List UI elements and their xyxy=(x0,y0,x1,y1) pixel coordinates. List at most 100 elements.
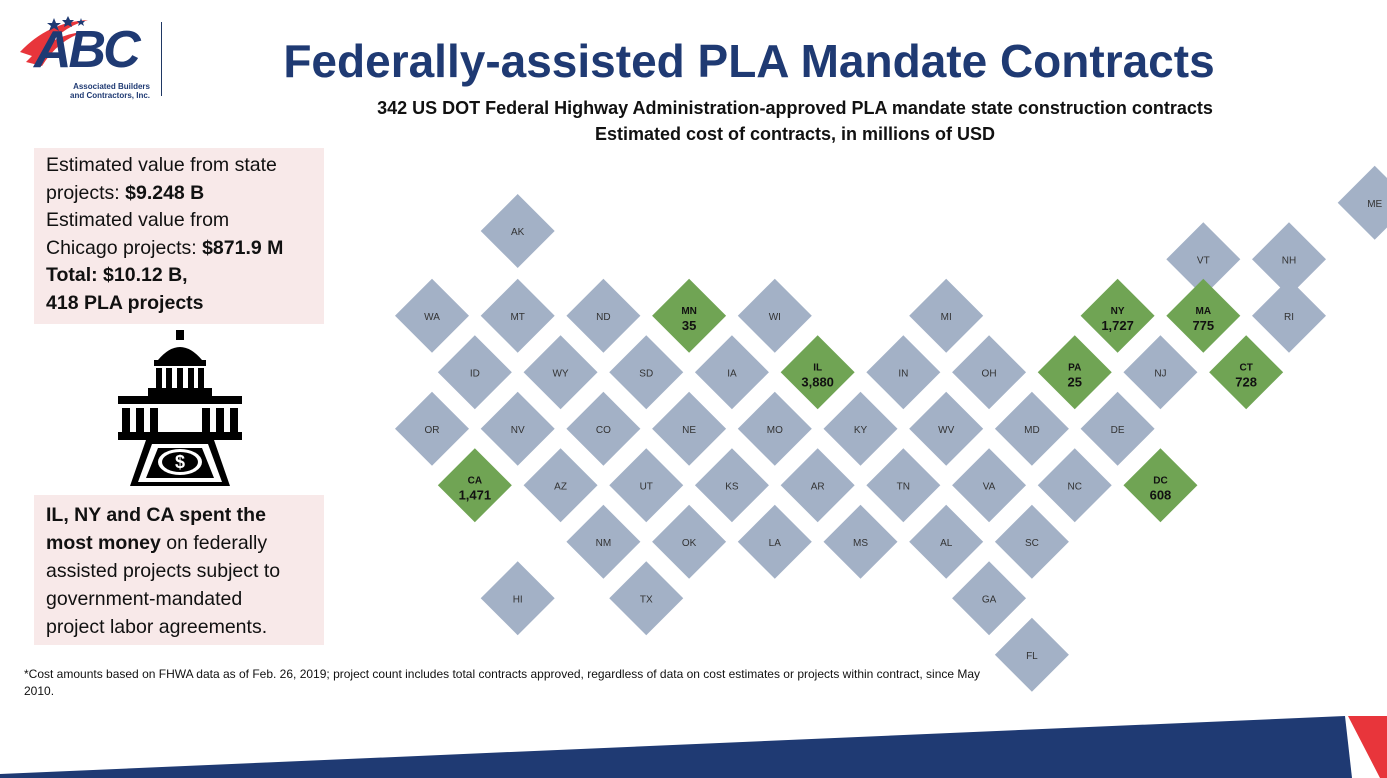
state-tile-shape xyxy=(437,335,512,410)
state-cost-value: 25 xyxy=(1068,374,1082,389)
summary-line: Estimated value from state xyxy=(46,154,277,176)
state-tile-shape xyxy=(1037,448,1112,523)
state-tile-shape xyxy=(1123,448,1198,523)
state-tile-oh: OH xyxy=(952,335,1027,410)
state-tile-ga: GA xyxy=(952,561,1027,636)
state-cost-value: 1,727 xyxy=(1101,318,1134,333)
state-tile-ne: NE xyxy=(652,391,727,466)
state-tile-shape xyxy=(395,391,469,466)
state-tile-ar: AR xyxy=(780,448,855,523)
state-tile-shape xyxy=(823,391,898,466)
state-tile-shape xyxy=(909,504,984,579)
state-tile-wi: WI xyxy=(737,278,812,353)
state-abbr-label: MS xyxy=(853,538,868,549)
state-abbr-label: MT xyxy=(510,312,524,323)
state-tile-tx: TX xyxy=(609,561,684,636)
state-tile-ky: KY xyxy=(823,391,898,466)
state-abbr-label: AK xyxy=(511,227,525,238)
state-tile-nh: NH xyxy=(1252,222,1326,297)
state-tile-shape xyxy=(952,448,1027,523)
logo-subtitle: Associated Builders and Contractors, Inc… xyxy=(70,82,150,100)
footer-band xyxy=(0,716,1387,778)
state-cost-value: 35 xyxy=(682,318,696,333)
state-tile-nj: NJ xyxy=(1123,335,1198,410)
state-tile-sd: SD xyxy=(609,335,684,410)
state-abbr-label: IN xyxy=(898,368,908,379)
state-tile-ak: AK xyxy=(480,194,555,268)
state-abbr-label: IL xyxy=(813,362,822,373)
state-abbr-label: UT xyxy=(640,481,653,492)
state-tile-shape xyxy=(395,278,469,353)
callout-line: project labor agreements. xyxy=(46,616,268,638)
state-abbr-label: OR xyxy=(425,425,440,436)
footer-navy-band xyxy=(0,716,1352,778)
state-tile-shape xyxy=(1080,278,1155,353)
state-tile-ia: IA xyxy=(694,335,769,410)
state-tile-shape xyxy=(523,335,598,410)
state-tile-wy: WY xyxy=(523,335,598,410)
callout-emphasis: most money xyxy=(46,532,161,554)
state-tile-shape xyxy=(437,448,512,523)
state-tile-shape xyxy=(480,278,555,353)
state-tile-shape xyxy=(1166,278,1241,353)
state-abbr-label: KY xyxy=(854,425,868,436)
state-tile-il: IL3,880 xyxy=(780,335,855,410)
state-tile-nc: NC xyxy=(1037,448,1112,523)
state-tile-la: LA xyxy=(737,504,812,579)
state-cost-value: 1,471 xyxy=(459,487,492,502)
state-tile-ca: CA1,471 xyxy=(437,448,512,523)
state-value: $9.248 B xyxy=(125,181,205,204)
state-abbr-label: NC xyxy=(1068,481,1082,492)
state-tile-shape xyxy=(1166,222,1241,297)
state-tile-shape xyxy=(480,561,555,636)
state-cost-value: 3,880 xyxy=(801,374,834,389)
state-tile-shape xyxy=(694,448,769,523)
abc-logo xyxy=(20,16,88,66)
logo-divider xyxy=(161,22,162,96)
state-tile-shape xyxy=(737,504,812,579)
logo-subtitle-line: and Contractors, Inc. xyxy=(70,91,151,100)
state-abbr-label: SC xyxy=(1025,538,1039,549)
state-tile-shape xyxy=(480,391,555,466)
state-abbr-label: IA xyxy=(727,368,737,379)
state-tile-shape xyxy=(780,335,855,410)
state-abbr-label: ME xyxy=(1367,199,1382,210)
state-abbr-label: RI xyxy=(1284,312,1294,323)
state-abbr-label: FL xyxy=(1026,651,1038,662)
state-tile-tn: TN xyxy=(866,448,941,523)
callout-text: on federally xyxy=(160,532,268,554)
state-tile-nm: NM xyxy=(566,504,641,579)
state-tile-al: AL xyxy=(909,504,984,579)
summary-label: Chicago projects: xyxy=(46,236,203,259)
state-tile-mt: MT xyxy=(480,278,555,353)
state-tile-shape xyxy=(1080,391,1155,466)
logo-star xyxy=(77,18,85,26)
callout-line: government-mandated xyxy=(46,588,243,610)
state-tile-wa: WA xyxy=(395,278,469,353)
state-tile-in: IN xyxy=(866,335,941,410)
state-tile-shape xyxy=(609,561,684,636)
state-abbr-label: WI xyxy=(769,312,781,323)
state-tile-ok: OK xyxy=(652,504,727,579)
state-tile-ut: UT xyxy=(609,448,684,523)
state-tile-md: MD xyxy=(994,391,1069,466)
state-tile-shape xyxy=(866,335,941,410)
state-tile-shape xyxy=(609,448,684,523)
summary-line: Chicago projects: $871.9 M xyxy=(46,235,312,263)
state-abbr-label: MI xyxy=(941,312,952,323)
state-tile-shape xyxy=(952,335,1027,410)
state-abbr-label: NH xyxy=(1282,255,1296,266)
state-abbr-label: CA xyxy=(468,475,482,486)
state-tile-shape xyxy=(952,561,1027,636)
state-tile-fl: FL xyxy=(994,617,1069,692)
state-tile-shape xyxy=(1252,222,1326,297)
state-tile-shape xyxy=(694,335,769,410)
state-abbr-label: HI xyxy=(513,594,523,605)
page-title-text: Federally-assisted PLA Mandate Contracts xyxy=(283,35,1215,87)
state-tile-shape xyxy=(566,278,641,353)
footer-red-accent xyxy=(1348,716,1387,778)
logo-subtitle-line: Associated Builders xyxy=(73,82,150,91)
